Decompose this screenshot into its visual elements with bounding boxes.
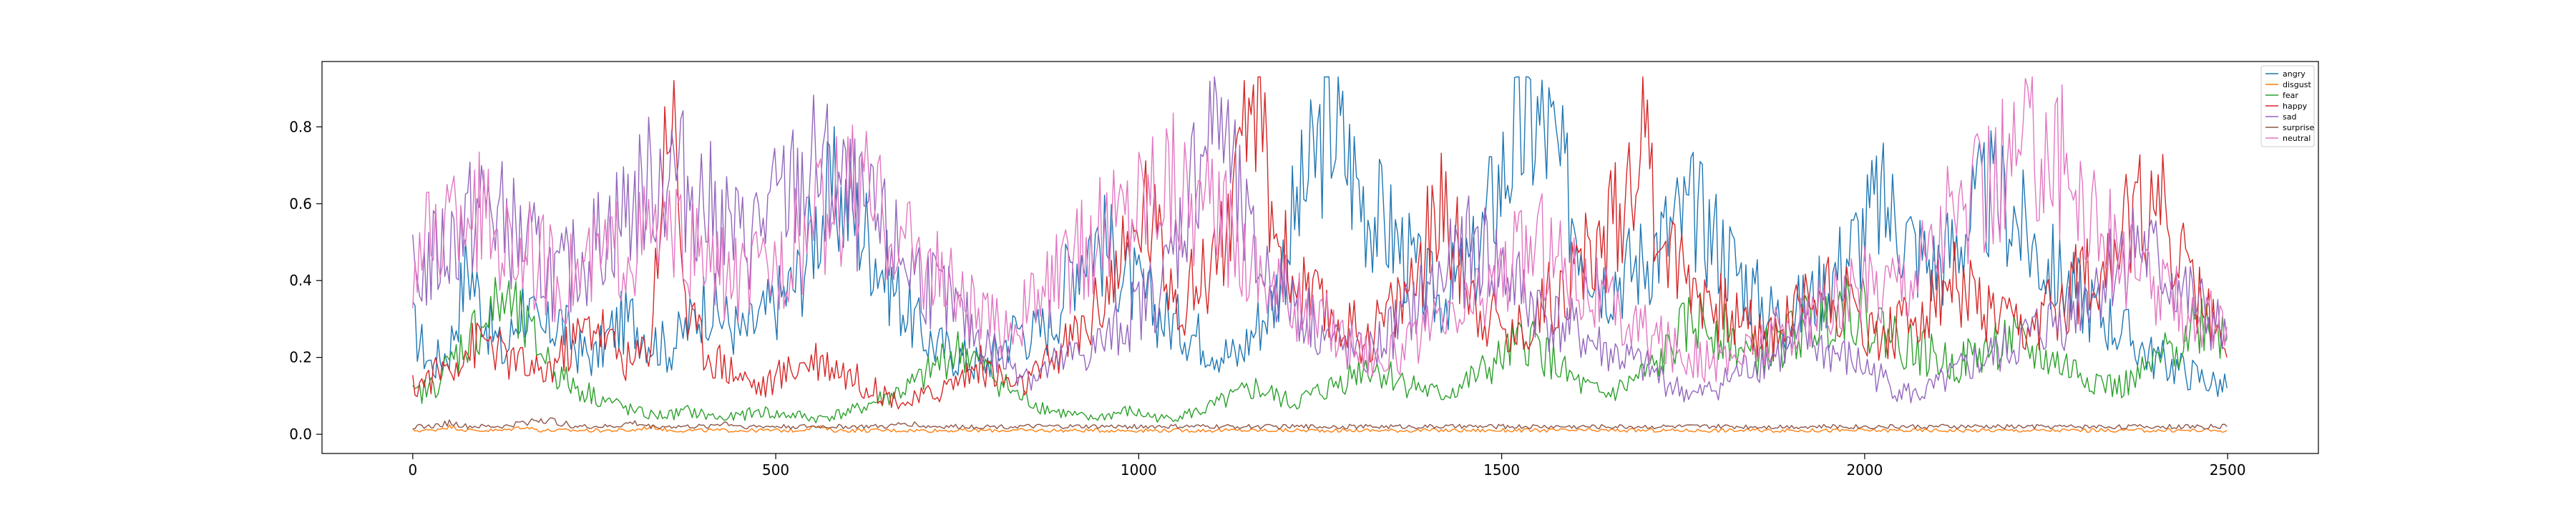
legend-box — [2260, 65, 2315, 147]
legend-label-fear: fear — [2283, 91, 2298, 100]
y-tick-label: 0.8 — [289, 118, 312, 135]
series-line-angry — [412, 76, 2228, 398]
legend-label-happy: happy — [2283, 102, 2308, 111]
legend-label-angry: angry — [2283, 69, 2306, 79]
y-tick-label: 0.4 — [289, 272, 312, 289]
legend-label-neutral: neutral — [2283, 134, 2311, 143]
series-line-happy — [412, 76, 2228, 410]
y-axis: 0.0 0.2 0.4 0.6 0.8 — [289, 118, 322, 443]
series-line-sad — [412, 76, 2228, 403]
x-tick-label: 500 — [762, 461, 789, 479]
legend-label-sad: sad — [2283, 112, 2296, 122]
y-tick-label: 0.6 — [289, 195, 312, 212]
x-axis: 0 500 1000 1500 2000 2500 — [408, 453, 2246, 479]
series-line-disgust — [412, 424, 2228, 433]
legend-label-surprise: surprise — [2283, 123, 2315, 132]
x-tick-label: 0 — [408, 461, 417, 479]
series-line-surprise — [412, 417, 2228, 430]
x-tick-label: 1500 — [1483, 461, 1520, 479]
series-layer — [412, 76, 2228, 433]
legend-label-disgust: disgust — [2283, 80, 2311, 89]
y-tick-label: 0.0 — [289, 426, 312, 443]
plot-frame — [321, 61, 2319, 454]
x-tick-label: 2000 — [1846, 461, 1883, 479]
x-tick-label: 1000 — [1121, 461, 1157, 479]
x-tick-label: 2500 — [2210, 461, 2246, 479]
series-line-fear — [412, 276, 2228, 423]
y-tick-label: 0.2 — [289, 349, 312, 366]
series-line-neutral — [412, 76, 2228, 383]
